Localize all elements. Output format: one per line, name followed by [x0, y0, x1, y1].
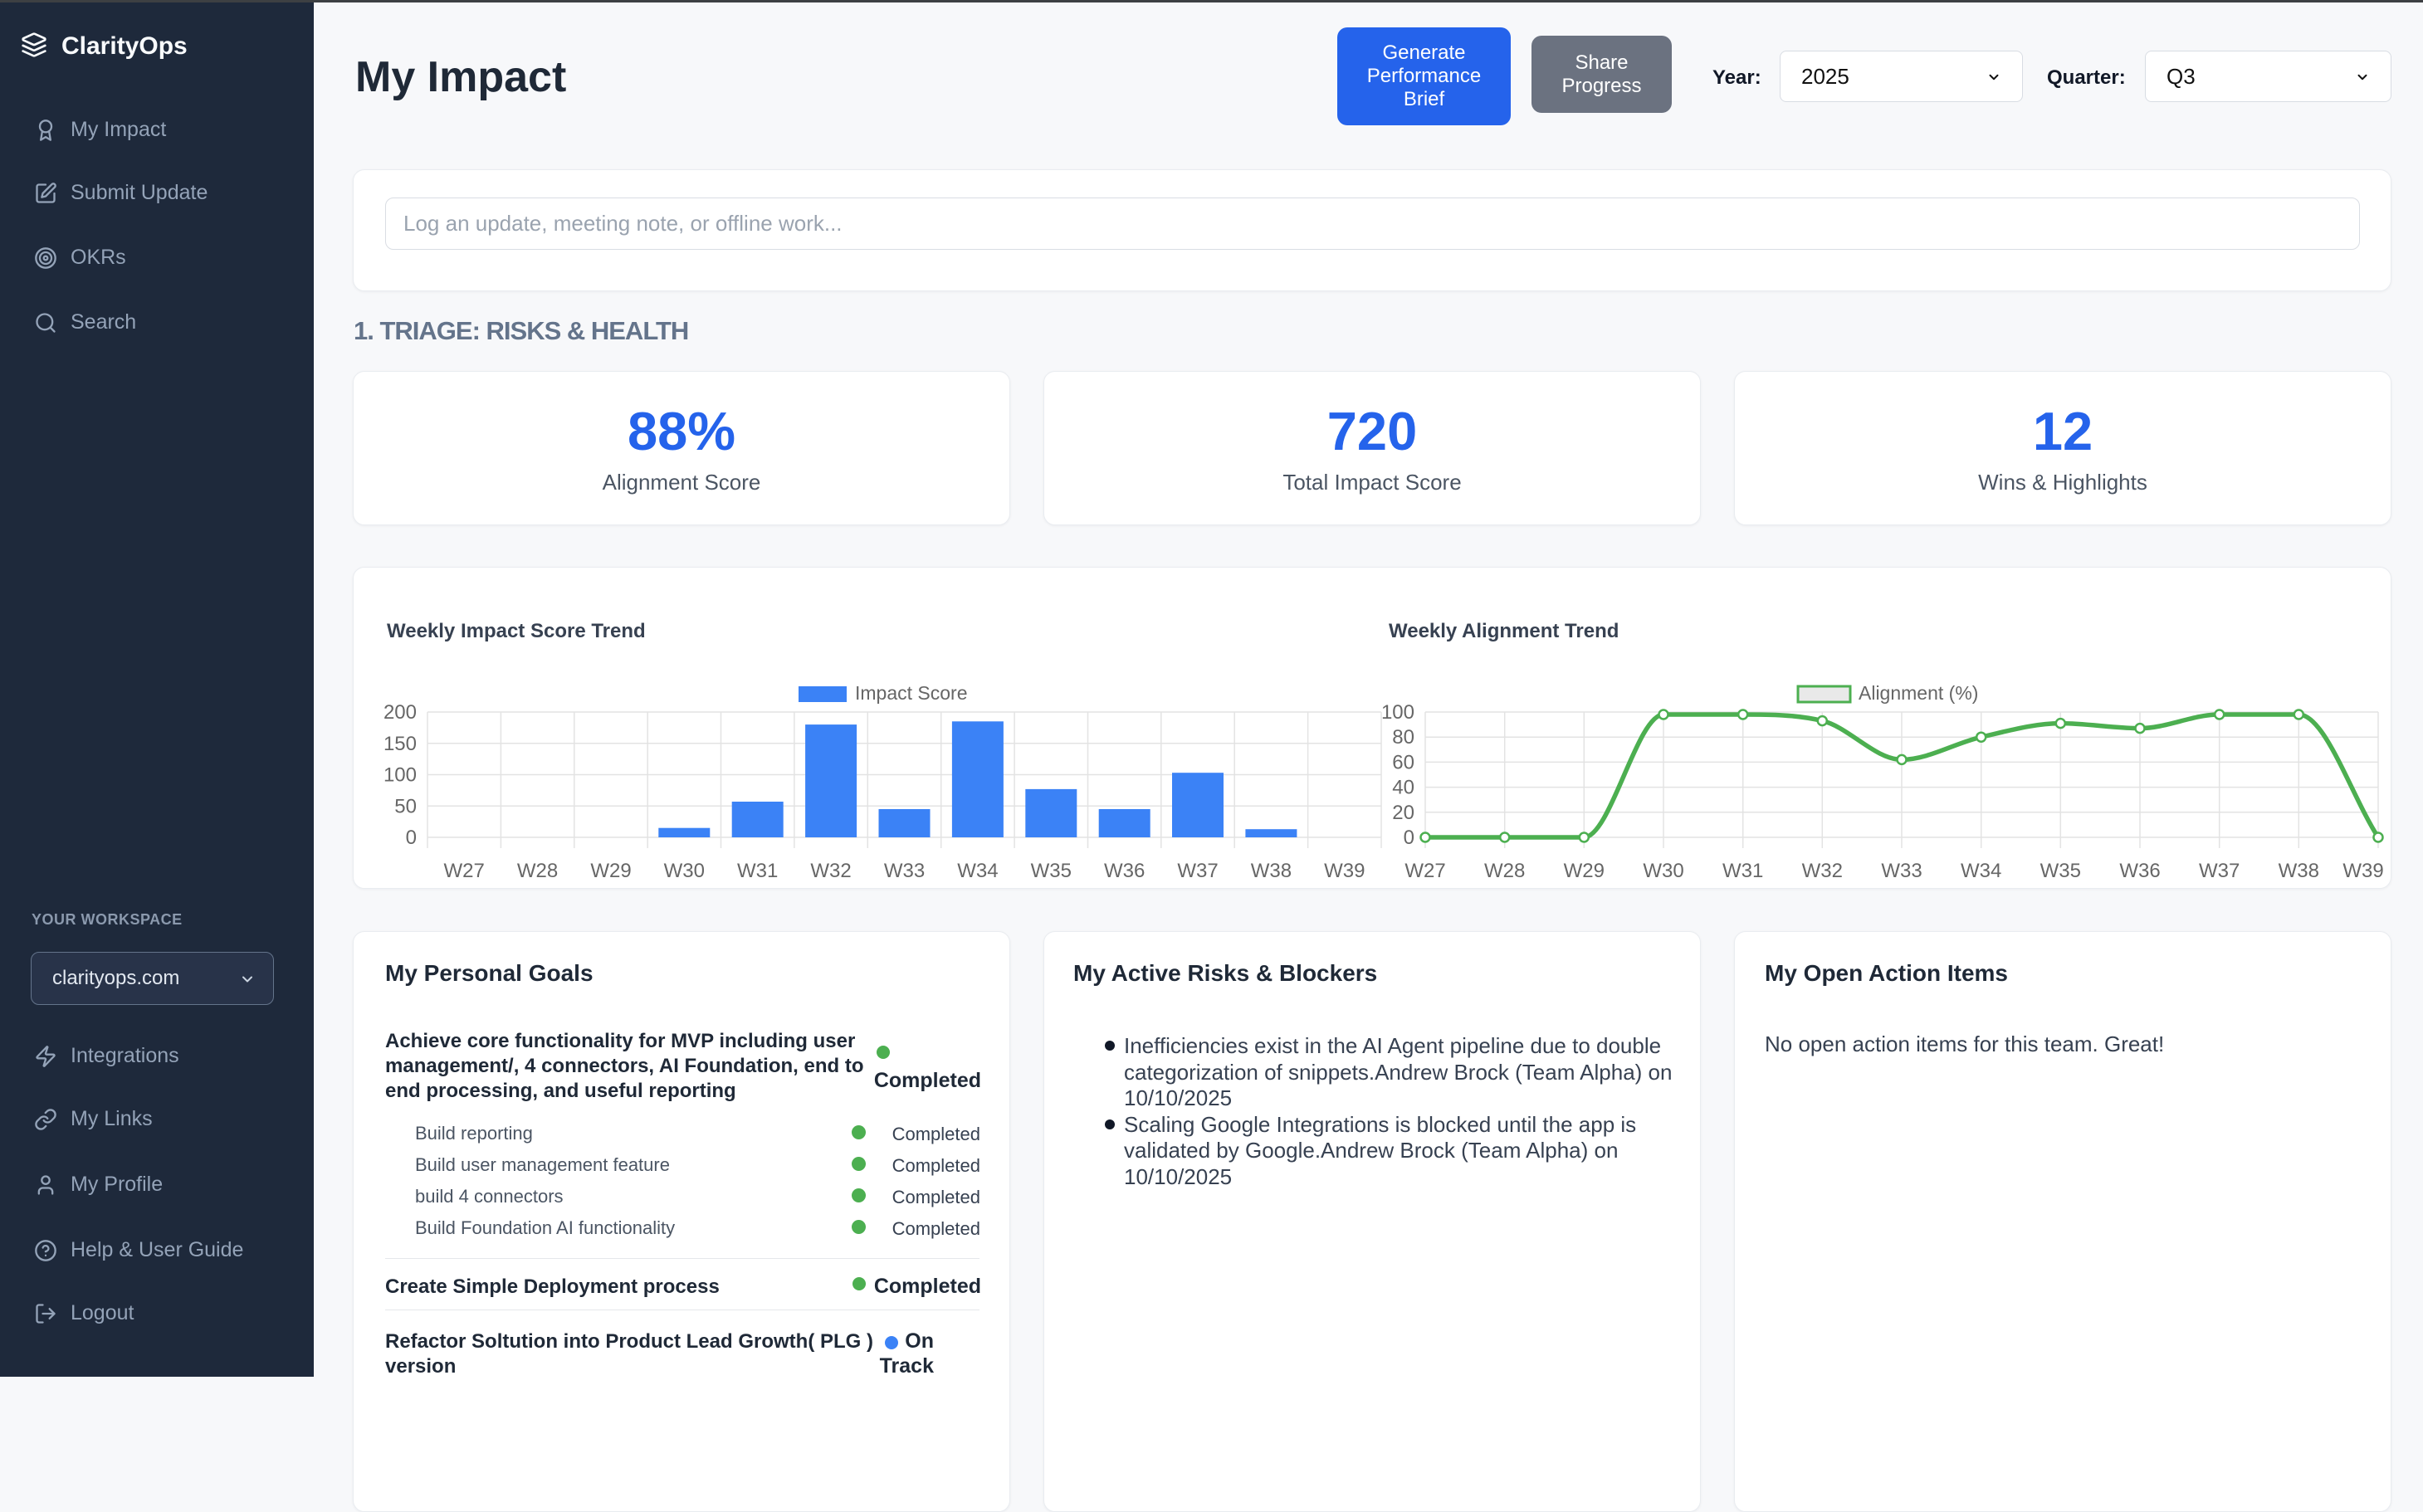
svg-text:Alignment (%): Alignment (%): [1859, 682, 1978, 704]
svg-text:W36: W36: [1104, 860, 1145, 882]
svg-text:60: 60: [1392, 751, 1414, 773]
svg-text:W37: W37: [1177, 860, 1218, 882]
svg-text:100: 100: [1381, 701, 1414, 724]
svg-text:W38: W38: [2279, 860, 2319, 882]
svg-text:W29: W29: [590, 860, 631, 882]
svg-text:W32: W32: [810, 860, 851, 882]
svg-text:W34: W34: [1961, 860, 2001, 882]
svg-text:W38: W38: [1251, 860, 1292, 882]
svg-text:Impact Score: Impact Score: [855, 682, 968, 704]
svg-text:200: 200: [383, 701, 417, 724]
svg-text:W39: W39: [2342, 860, 2383, 882]
svg-text:W33: W33: [1881, 860, 1922, 882]
svg-text:W33: W33: [884, 860, 925, 882]
svg-text:W32: W32: [1802, 860, 1843, 882]
svg-text:40: 40: [1392, 777, 1414, 799]
svg-text:W37: W37: [2199, 860, 2240, 882]
svg-text:100: 100: [383, 764, 417, 787]
svg-text:20: 20: [1392, 802, 1414, 824]
svg-text:80: 80: [1392, 726, 1414, 749]
svg-text:50: 50: [394, 795, 417, 817]
svg-text:W31: W31: [737, 860, 778, 882]
svg-text:W34: W34: [957, 860, 998, 882]
svg-text:W27: W27: [444, 860, 485, 882]
svg-text:W30: W30: [664, 860, 705, 882]
svg-text:W27: W27: [1404, 860, 1445, 882]
svg-text:W35: W35: [2040, 860, 2081, 882]
svg-text:150: 150: [383, 733, 417, 755]
svg-text:W36: W36: [2119, 860, 2160, 882]
svg-text:W28: W28: [1484, 860, 1525, 882]
svg-text:W39: W39: [1324, 860, 1365, 882]
svg-text:W31: W31: [1722, 860, 1763, 882]
svg-text:0: 0: [406, 827, 417, 849]
svg-text:W29: W29: [1564, 860, 1605, 882]
svg-text:W28: W28: [517, 860, 558, 882]
svg-text:W30: W30: [1643, 860, 1683, 882]
svg-text:0: 0: [1404, 827, 1414, 849]
svg-text:W35: W35: [1031, 860, 1072, 882]
